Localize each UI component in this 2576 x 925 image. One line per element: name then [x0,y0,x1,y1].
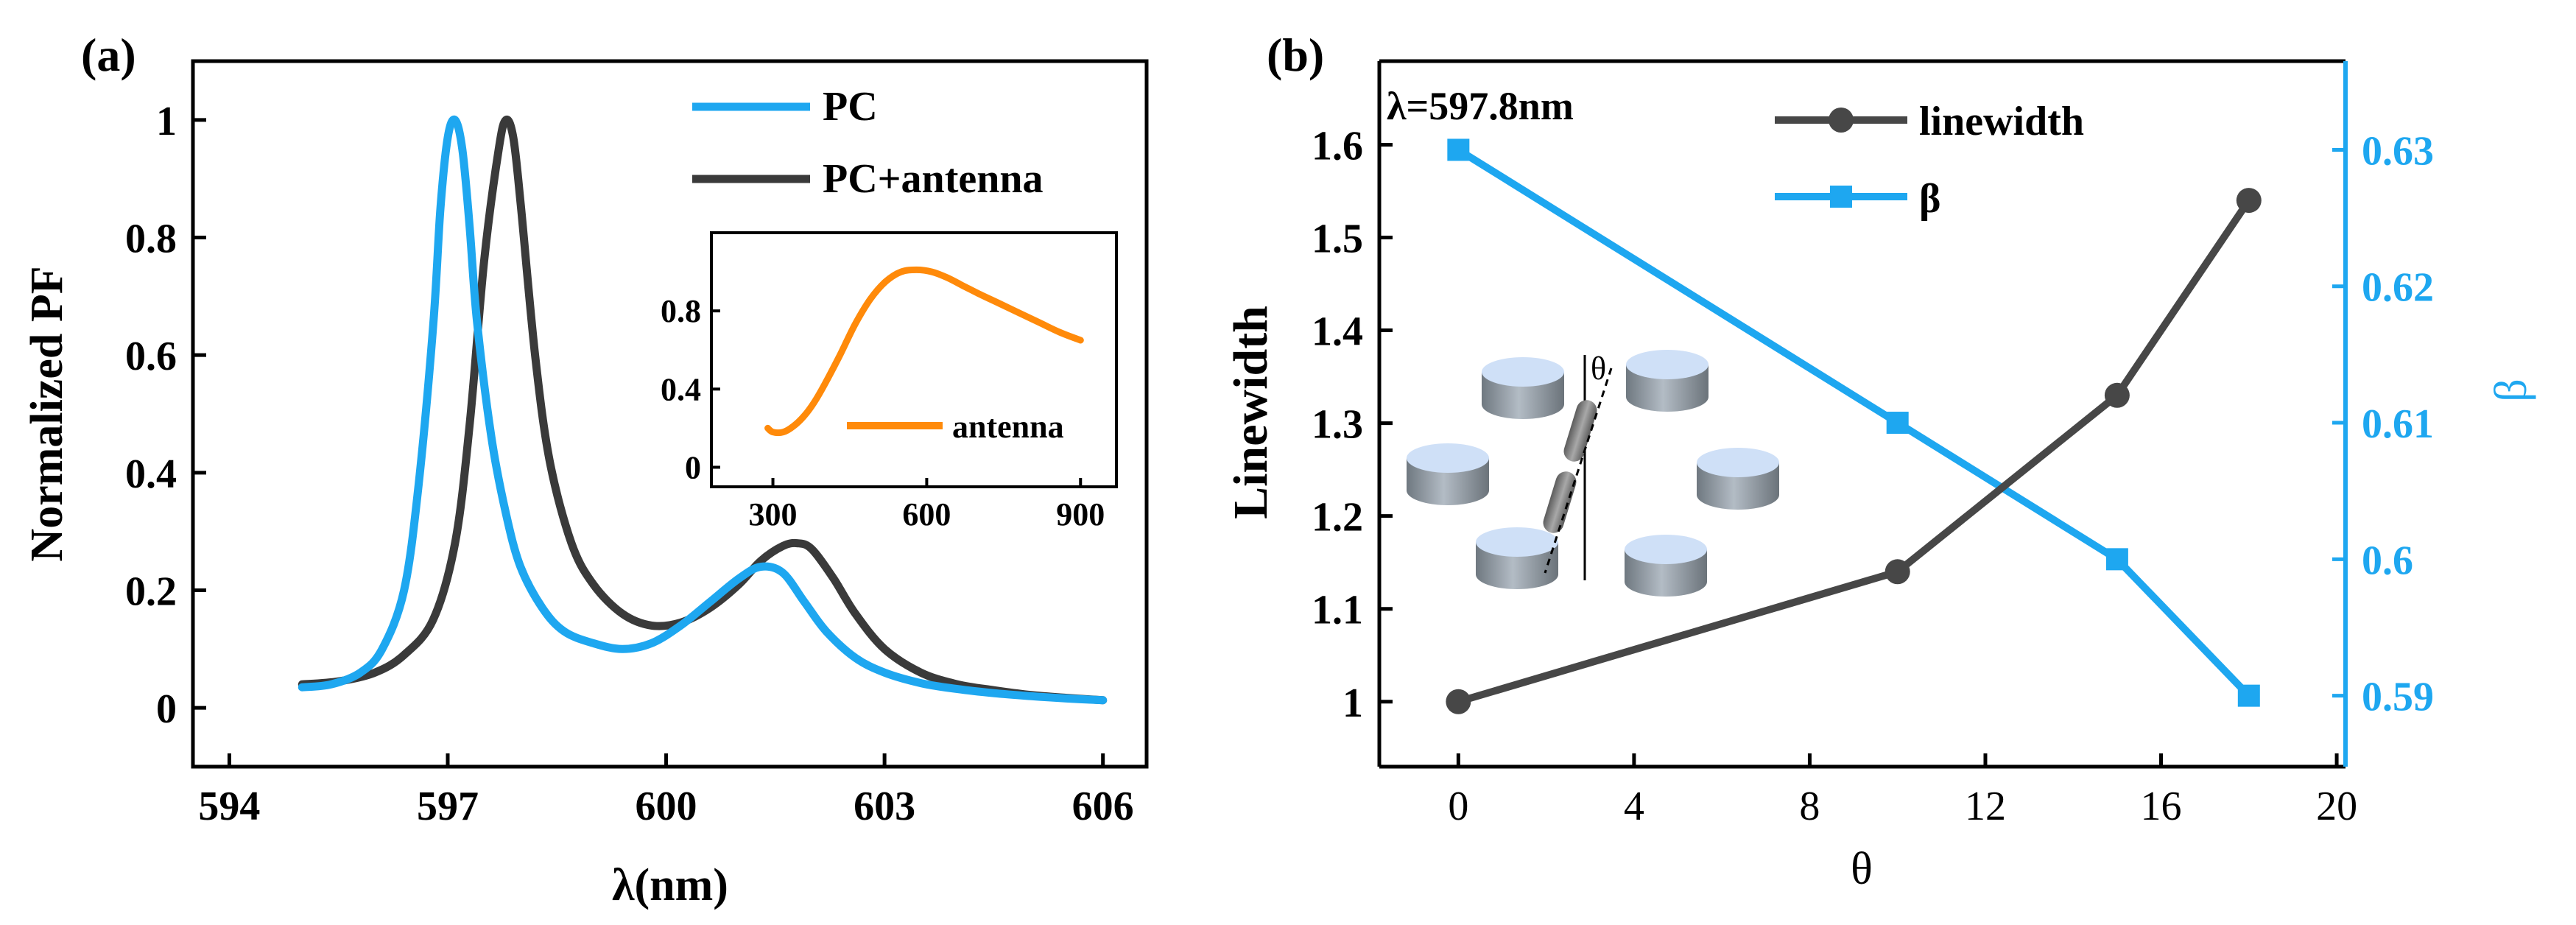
inset-x-tick-label: 900 [1056,496,1105,532]
series-line-beta [1456,147,2252,699]
x-tick-label: 4 [1624,784,1644,829]
legend-beta-label: β [1919,176,1941,222]
inset-x-tick-label: 600 [902,496,951,532]
panel-b-legend: linewidth β [1775,99,2084,222]
y-tick-label: 0 [156,686,177,732]
theta-angle-label: θ [1591,351,1606,387]
x-tick-label: 606 [1072,784,1134,829]
pc-disk [1476,527,1558,589]
panel-b-series [1446,138,2262,714]
series-line-pc-antenna [298,115,1108,705]
legend-antenna-label: antenna [952,409,1064,445]
panel-b-y2label: β [2486,379,2536,402]
y2-tick-label: 0.63 [2362,128,2434,174]
legend-pc-label: PC [823,84,878,130]
panel-a-ylabel: Normalized PF [22,266,72,561]
y-tick-label: 1 [156,99,177,144]
beta-point [2105,548,2128,571]
series-line-pc [298,115,1108,705]
panel-a-ticks: 594 597 600 603 606 0 0.2 0.4 0.6 0.8 1 [125,99,1134,829]
panel-b-ticks: 0 4 8 12 16 20 1 1.1 1.2 1.3 1.4 1.5 1.6 0.59 0.6 0.61 0… [1312,123,2434,829]
panel-b-ylabel: Linewidth [1224,306,1278,519]
pc-disk [1625,535,1707,597]
inset-y-tick-label: 0 [685,449,701,485]
inset-y-tick-label: 0.4 [661,371,701,407]
y-tick-label: 0.8 [125,217,177,262]
inset-series [764,266,1084,437]
x-tick-label: 594 [198,784,260,829]
y2-tick-label: 0.62 [2362,265,2434,311]
y2-tick-label: 0.61 [2362,401,2434,447]
series-line-antenna [764,266,1084,437]
x-tick-label: 12 [1965,784,2006,829]
x-tick-label: 0 [1448,784,1468,829]
inset-background [711,233,1116,487]
pc-disk [1697,448,1779,510]
y-tick-label: 1 [1342,680,1363,726]
y-tick-label: 0.4 [125,451,177,497]
antenna-rod [1543,471,1577,533]
x-tick-label: 20 [2316,784,2357,829]
wavelength-annotation: λ=597.8nm [1387,84,1574,128]
x-tick-label: 16 [2141,784,2182,829]
inset-frame [710,231,1118,488]
legend-pc-antenna-label: PC+antenna [823,156,1044,202]
y-tick-label: 1.5 [1312,217,1363,262]
x-tick-label: 8 [1799,784,1820,829]
inset-x-tick-label: 300 [749,496,798,532]
pc-disk [1626,350,1708,412]
panel-a-frame [191,59,1149,769]
antenna-rod [1563,400,1597,462]
rod-axis-dashed-line [1544,367,1613,574]
panel-a-legend: PC PC+antenna [692,84,1044,202]
inset-ticks: 300 600 900 0 0.4 0.8 [661,293,1105,532]
y2-tick-label: 0.59 [2362,675,2434,720]
y-tick-label: 1.2 [1312,495,1363,541]
x-tick-label: 603 [854,784,915,829]
legend-linewidth-marker [1829,108,1854,133]
y-tick-label: 1.4 [1312,309,1363,355]
panel-a-label: (a) [81,29,136,81]
y-tick-label: 1.3 [1312,402,1363,448]
linewidth-point [2104,382,2130,408]
x-tick-label: 597 [417,784,479,829]
panel-b: (b) 0 4 8 12 16 2011.11.21.31.41.51.60.590.60… [1224,29,2536,894]
beta-point [2237,684,2260,707]
linewidth-point [2236,188,2262,214]
panel-a-inset: 300 600 900 0 0.4 0.8 antenna [661,231,1118,532]
inset-y-tick-label: 0.8 [661,293,701,329]
beta-point [1447,138,1470,161]
linewidth-point [1885,559,1910,585]
linewidth-point [1446,689,1471,714]
panel-a-series [298,115,1108,705]
legend-linewidth-label: linewidth [1919,99,2084,144]
y-tick-label: 1.6 [1312,123,1363,169]
x-tick-label: 600 [636,784,697,829]
y2-tick-label: 0.6 [2362,538,2413,583]
panel-b-xlabel: θ [1851,844,1873,894]
panel-b-label: (b) [1267,29,1324,81]
y-tick-label: 0.2 [125,569,177,615]
panel-a-xlabel: λ(nm) [612,860,728,910]
pc-disk [1407,443,1489,505]
legend-beta-marker [1830,186,1852,208]
pc-disk [1482,357,1564,419]
series-line-linewidth [1457,198,2252,706]
beta-point [1886,412,1909,435]
y-tick-label: 1.1 [1312,588,1363,633]
pc-antenna-illustration: θ [1407,350,1779,597]
y-tick-label: 0.6 [125,334,177,379]
